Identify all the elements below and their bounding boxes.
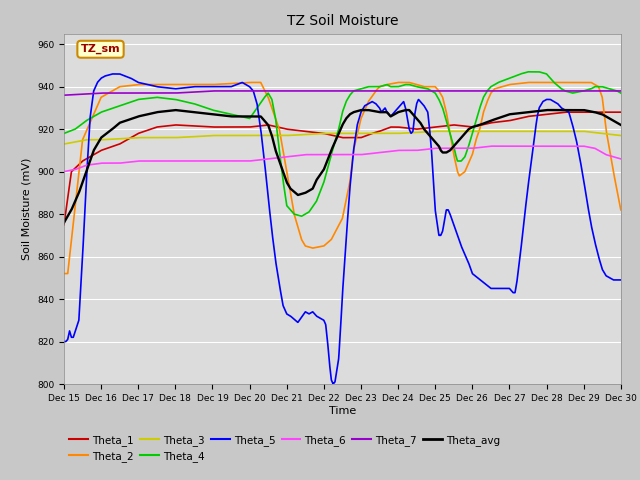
Theta_avg: [60, 220, 68, 226]
Theta_4: [274, 132, 282, 138]
Theta_6: [546, 143, 554, 149]
Theta_2: [60, 271, 68, 276]
Theta_3: [617, 132, 625, 138]
Line: Theta_1: Theta_1: [64, 112, 621, 225]
Line: Theta_5: Theta_5: [64, 74, 621, 384]
Theta_avg: [617, 122, 625, 128]
Theta_avg: [357, 107, 365, 113]
Theta_7: [157, 90, 164, 96]
Line: Theta_avg: Theta_avg: [64, 110, 621, 223]
Theta_avg: [274, 153, 282, 159]
Theta_4: [617, 90, 625, 96]
Theta_4: [157, 95, 164, 101]
Theta_4: [60, 131, 68, 136]
Theta_3: [60, 141, 68, 147]
Theta_2: [546, 80, 554, 85]
Theta_avg: [124, 117, 131, 123]
Theta_4: [298, 213, 305, 219]
Theta_avg: [606, 116, 614, 121]
Theta_1: [561, 109, 569, 115]
Theta_4: [298, 213, 306, 219]
Text: TZ_sm: TZ_sm: [81, 44, 120, 54]
Theta_2: [617, 207, 625, 213]
Theta_2: [246, 80, 253, 85]
Theta_6: [124, 159, 131, 165]
Theta_1: [606, 109, 614, 115]
Theta_2: [606, 150, 614, 156]
X-axis label: Time: Time: [329, 406, 356, 416]
Theta_avg: [298, 191, 305, 197]
Theta_7: [298, 88, 306, 94]
Theta_5: [60, 339, 68, 345]
Theta_3: [606, 132, 614, 137]
Theta_6: [274, 155, 282, 161]
Theta_3: [546, 129, 554, 134]
Theta_7: [124, 90, 131, 96]
Theta_1: [617, 109, 625, 115]
Theta_1: [157, 124, 164, 130]
Line: Theta_3: Theta_3: [64, 132, 621, 144]
Line: Theta_6: Theta_6: [64, 146, 621, 172]
Theta_7: [209, 88, 216, 94]
Theta_3: [298, 132, 305, 138]
Legend: Theta_1, Theta_2, Theta_3, Theta_4, Theta_5, Theta_6, Theta_7, Theta_avg: Theta_1, Theta_2, Theta_3, Theta_4, Thet…: [69, 435, 500, 462]
Theta_5: [124, 74, 132, 80]
Theta_5: [108, 71, 116, 77]
Theta_4: [524, 69, 532, 75]
Theta_6: [60, 169, 68, 175]
Theta_1: [298, 128, 305, 134]
Theta_6: [487, 143, 495, 149]
Title: TZ Soil Moisture: TZ Soil Moisture: [287, 14, 398, 28]
Theta_7: [274, 88, 282, 94]
Line: Theta_7: Theta_7: [64, 91, 621, 95]
Theta_5: [606, 275, 614, 281]
Theta_3: [157, 135, 164, 141]
Theta_2: [157, 82, 164, 87]
Y-axis label: Soil Moisture (mV): Soil Moisture (mV): [22, 157, 31, 260]
Theta_5: [274, 271, 282, 277]
Theta_6: [298, 152, 305, 158]
Line: Theta_2: Theta_2: [64, 83, 621, 274]
Theta_7: [617, 88, 625, 94]
Theta_2: [274, 122, 282, 128]
Theta_7: [606, 88, 614, 94]
Theta_2: [124, 83, 131, 89]
Theta_6: [606, 153, 614, 159]
Theta_4: [124, 100, 131, 106]
Theta_3: [274, 132, 282, 138]
Theta_4: [547, 75, 554, 81]
Theta_2: [298, 237, 306, 243]
Theta_5: [298, 314, 306, 320]
Theta_1: [60, 222, 68, 228]
Theta_1: [546, 111, 554, 117]
Theta_5: [330, 381, 337, 387]
Line: Theta_4: Theta_4: [64, 72, 621, 216]
Theta_6: [617, 156, 625, 162]
Theta_6: [157, 158, 164, 164]
Theta_1: [274, 124, 282, 130]
Theta_5: [617, 277, 625, 283]
Theta_avg: [157, 109, 164, 115]
Theta_5: [547, 96, 554, 102]
Theta_3: [124, 135, 131, 141]
Theta_4: [606, 86, 614, 92]
Theta_5: [157, 84, 164, 90]
Theta_7: [60, 92, 68, 98]
Theta_3: [431, 129, 439, 134]
Theta_avg: [546, 107, 554, 113]
Theta_7: [546, 88, 554, 94]
Theta_1: [124, 137, 131, 143]
